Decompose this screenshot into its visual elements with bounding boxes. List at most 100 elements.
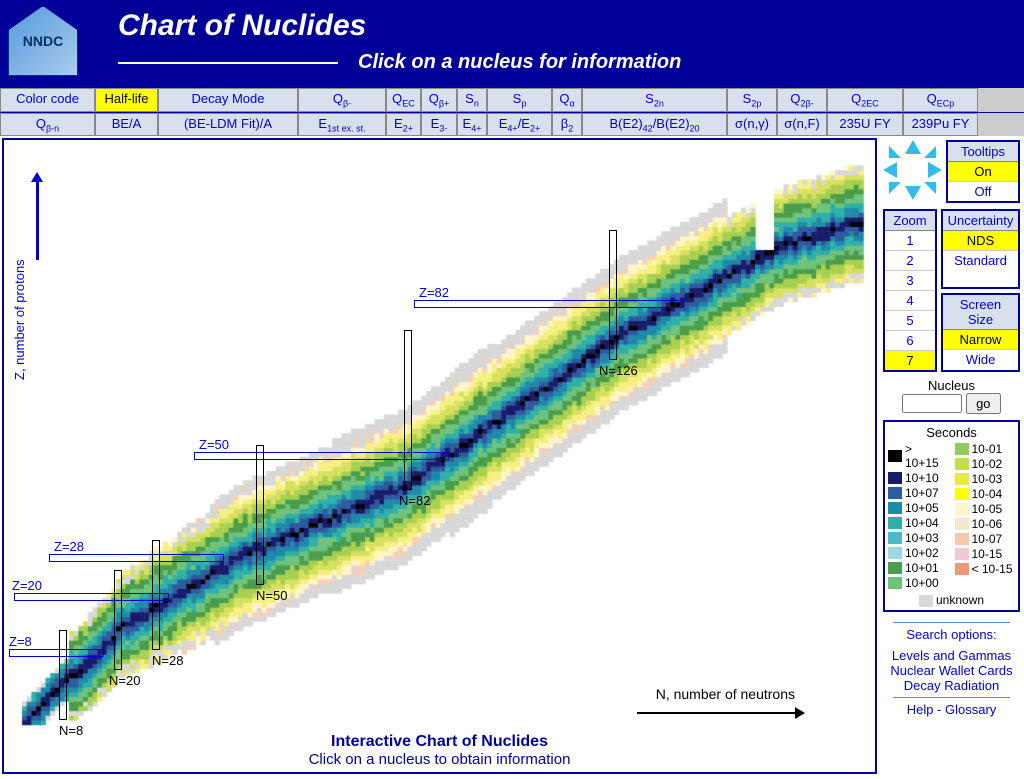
legend-unknown: unknown [888, 593, 1015, 607]
tab-option[interactable]: QECp [903, 88, 978, 112]
magic-z-label: Z=8 [9, 634, 32, 649]
magic-z-label: Z=20 [12, 578, 42, 593]
tab-option[interactable]: B(E2)42/B(E2)20 [582, 113, 727, 137]
legend-item: 10-01 [955, 442, 1016, 456]
tab-option[interactable]: E2+ [386, 113, 421, 137]
nucleus-search: Nucleus go [883, 378, 1020, 414]
legend-item: 10-05 [955, 502, 1016, 516]
tab-option[interactable]: Q2β- [777, 88, 827, 112]
panel-option[interactable]: 6 [885, 331, 935, 351]
legend-item: 10-06 [955, 517, 1016, 531]
pan-se-icon[interactable] [924, 182, 936, 194]
magic-n-label: N=50 [256, 588, 287, 603]
panel-head: Tooltips [948, 142, 1018, 162]
tab-option[interactable]: E1st ex. st. [298, 113, 386, 137]
panel-option[interactable]: 7 [885, 351, 935, 370]
tab-option[interactable]: Qα [552, 88, 582, 112]
uncertainty-panel: UncertaintyNDSStandard [941, 209, 1020, 289]
tab-option[interactable]: (BE-LDM Fit)/A [158, 113, 298, 137]
legend: Seconds > 10+1510+1010+0710+0510+0410+03… [883, 420, 1020, 612]
legend-item: 10+04 [888, 516, 949, 530]
pan-nw-icon[interactable] [889, 146, 901, 158]
search-link[interactable]: Nuclear Wallet Cards [883, 663, 1020, 678]
tab-option[interactable]: Qβ-n [0, 113, 95, 137]
panel-option[interactable]: On [948, 162, 1018, 182]
pan-ne-icon[interactable] [924, 146, 936, 158]
magic-z-label: Z=28 [54, 539, 84, 554]
x-axis-label: N, number of neutrons [656, 686, 795, 702]
nndc-logo[interactable]: NNDC [8, 6, 78, 76]
magic-z-line [414, 300, 684, 308]
search-link[interactable]: Decay Radiation [883, 678, 1020, 693]
panel-option[interactable]: Off [948, 182, 1018, 201]
tab-option[interactable]: Qβ+ [421, 88, 457, 112]
legend-item: < 10-15 [955, 562, 1016, 576]
legend-item: 10+02 [888, 546, 949, 560]
x-axis-arrow-icon [637, 712, 797, 714]
tab-option[interactable]: S2n [582, 88, 727, 112]
panel-option[interactable]: 5 [885, 311, 935, 331]
magic-n-label: N=20 [109, 673, 140, 688]
tab-option[interactable]: E3- [421, 113, 457, 137]
tab-option[interactable]: Q2EC [827, 88, 903, 112]
go-button[interactable]: go [966, 393, 1000, 414]
pan-right-icon[interactable] [928, 162, 942, 178]
tab-container: Color codeHalf-lifeDecay ModeQβ-QECQβ+Sn… [0, 87, 1024, 136]
tab-option[interactable]: Color code [0, 88, 95, 112]
search-link[interactable]: Levels and Gammas [883, 648, 1020, 663]
magic-n-line [404, 330, 412, 490]
pan-down-icon[interactable] [905, 186, 921, 200]
tab-option[interactable]: E4+/E2+ [487, 113, 552, 137]
search-options-link[interactable]: Search options: [883, 627, 1020, 642]
tab-option[interactable]: Sn [457, 88, 487, 112]
pan-left-icon[interactable] [883, 162, 897, 178]
tab-option[interactable]: Half-life [95, 88, 158, 112]
magic-z-label: Z=82 [419, 285, 449, 300]
chart-area[interactable]: Z, number of protons N, number of neutro… [2, 138, 877, 774]
chart-footer-title: Interactive Chart of Nuclides [4, 733, 875, 751]
legend-item: 10+07 [888, 486, 949, 500]
magic-n-label: N=126 [599, 363, 638, 378]
panel-option[interactable]: Standard [943, 251, 1018, 270]
tab-option[interactable]: E4+ [457, 113, 487, 137]
nucleus-input[interactable] [902, 394, 962, 413]
tab-option[interactable]: σ(n,γ) [727, 113, 777, 137]
magic-z-line [49, 554, 224, 562]
legend-item: 10+05 [888, 501, 949, 515]
magic-z-label: Z=50 [199, 437, 229, 452]
help-link[interactable]: Help - Glossary [883, 702, 1020, 717]
pan-sw-icon[interactable] [889, 182, 901, 194]
panel-option[interactable]: 1 [885, 231, 935, 251]
panel-head: Uncertainty [943, 211, 1018, 231]
sidebar: TooltipsOnOff Zoom1234567 UncertaintyNDS… [879, 136, 1024, 776]
tab-option[interactable]: QEC [386, 88, 421, 112]
panel-head: ScreenSize [943, 295, 1018, 330]
panel-option[interactable]: 4 [885, 291, 935, 311]
panel-option[interactable]: 3 [885, 271, 935, 291]
panel-option[interactable]: 2 [885, 251, 935, 271]
tab-option[interactable]: 239Pu FY [903, 113, 978, 137]
page-subtitle: Click on a nucleus for information [358, 51, 681, 74]
tab-option[interactable]: BE/A [95, 113, 158, 137]
tab-option[interactable]: σ(n,F) [777, 113, 827, 137]
legend-item: 10-15 [955, 547, 1016, 561]
magic-n-label: N=28 [152, 653, 183, 668]
nucleus-label: Nucleus [883, 378, 1020, 393]
tab-option[interactable]: S2p [727, 88, 777, 112]
tab-option[interactable]: Qβ- [298, 88, 386, 112]
tab-option[interactable]: Decay Mode [158, 88, 298, 112]
pan-up-icon[interactable] [905, 140, 921, 154]
panel-option[interactable]: Narrow [943, 330, 1018, 350]
page-title: Chart of Nuclides [118, 9, 1016, 43]
tab-option[interactable]: 235U FY [827, 113, 903, 137]
screen-size-panel: ScreenSizeNarrowWide [941, 293, 1020, 373]
panel-option[interactable]: NDS [943, 231, 1018, 251]
legend-item: 10+00 [888, 576, 949, 590]
nuclide-chart[interactable] [4, 140, 879, 735]
tab-option[interactable]: β2 [552, 113, 582, 137]
panel-option[interactable]: Wide [943, 350, 1018, 369]
tab-option[interactable]: Sp [487, 88, 552, 112]
header: NNDC Chart of Nuclides Click on a nucleu… [0, 0, 1024, 87]
tooltips-panel: TooltipsOnOff [946, 140, 1020, 203]
magic-n-label: N=82 [399, 493, 430, 508]
